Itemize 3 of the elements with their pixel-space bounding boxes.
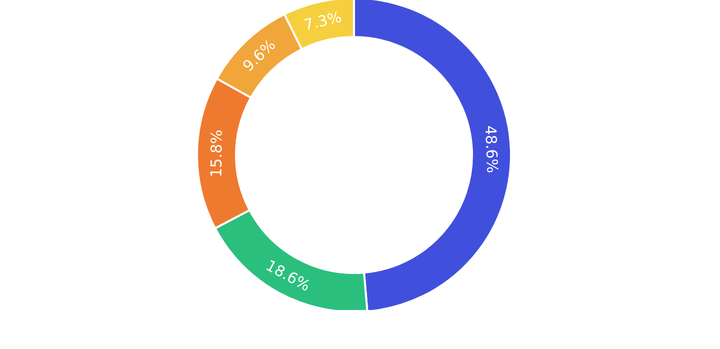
data-label: 48.6% [481,124,502,174]
data-label: 7.3% [302,8,344,34]
data-label: 15.8% [207,130,226,178]
